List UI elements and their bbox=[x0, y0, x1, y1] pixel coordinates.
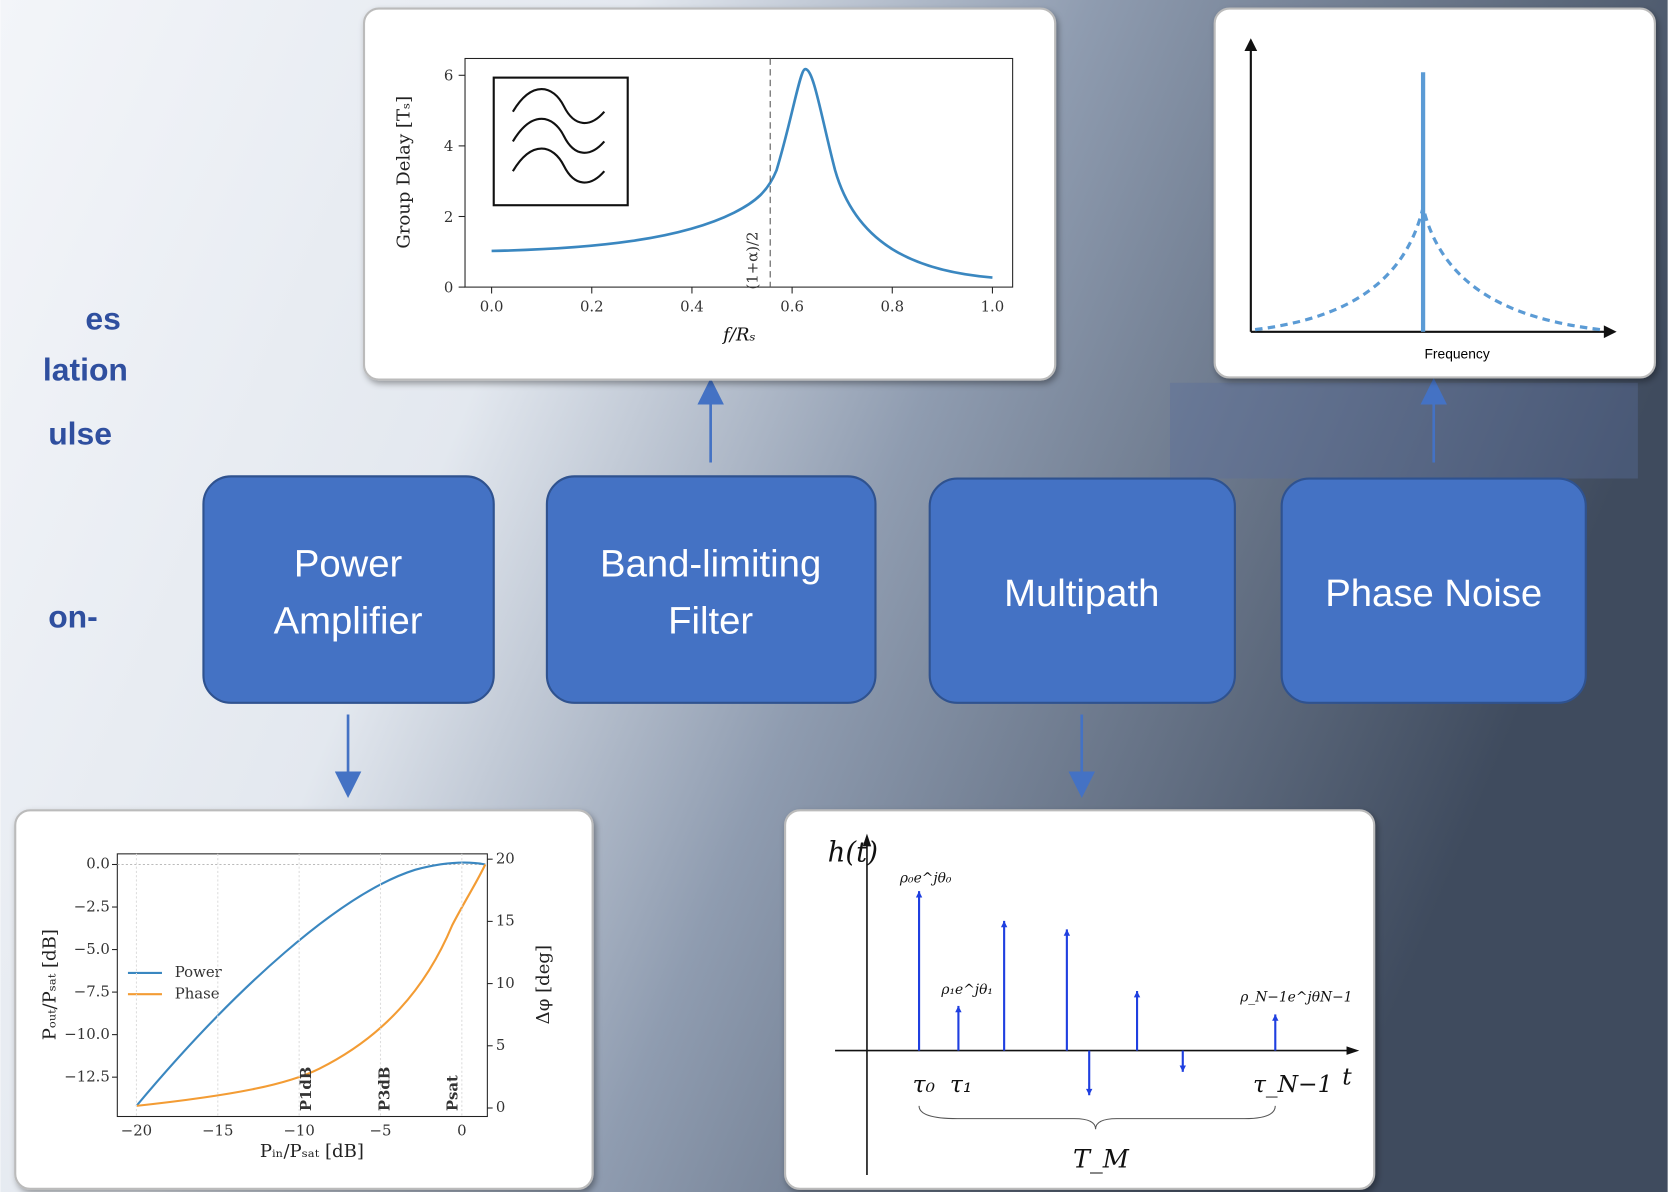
marker-label: P1dB bbox=[297, 1067, 315, 1112]
side-line: on- bbox=[48, 598, 98, 634]
y2-tick-label: 10 bbox=[496, 974, 515, 992]
y-label: Pₒᵤₜ/Pₛₐₜ [dB] bbox=[40, 929, 61, 1040]
y-tick-label: −2.5 bbox=[74, 897, 110, 915]
x-tick-label: 0.2 bbox=[580, 298, 604, 316]
panel bbox=[364, 9, 1055, 380]
x-tick-label: 0.4 bbox=[680, 298, 704, 316]
slide: es lation ulse on- Power Amplifier Band-… bbox=[0, 0, 1668, 1192]
span-label: T_M bbox=[1073, 1145, 1130, 1175]
legend-entry: Phase bbox=[175, 984, 220, 1002]
y-tick-label: 4 bbox=[444, 137, 453, 155]
gain-label: ρ₀e^jθ₀ bbox=[899, 871, 952, 887]
marker-label: P3dB bbox=[376, 1067, 394, 1112]
y2-tick-label: 5 bbox=[496, 1036, 505, 1054]
y2-tick-label: 20 bbox=[496, 849, 515, 867]
block-label: Band-limiting bbox=[600, 542, 821, 585]
x-tick-label: −20 bbox=[121, 1122, 152, 1140]
block bbox=[203, 476, 493, 702]
page: es lation ulse on- Power Amplifier Band-… bbox=[0, 0, 1668, 1192]
y-tick-label: −12.5 bbox=[64, 1067, 110, 1085]
y-label: h(t) bbox=[828, 835, 878, 868]
y-tick-label: 2 bbox=[444, 208, 453, 226]
x-label: t bbox=[1342, 1063, 1352, 1091]
side-line: lation bbox=[43, 352, 128, 388]
y-label: Group Delay [Tₛ] bbox=[394, 96, 415, 249]
tap-label: τ₁ bbox=[950, 1070, 972, 1098]
x-tick-label: 0.0 bbox=[480, 298, 504, 316]
block-label: Amplifier bbox=[274, 600, 423, 643]
y2-label: Δφ [deg] bbox=[533, 945, 554, 1024]
marker-label: Psat bbox=[444, 1075, 462, 1111]
block-label: Filter bbox=[668, 600, 753, 643]
legend-entry: Power bbox=[175, 963, 223, 981]
marker-label: (1+α)/2 bbox=[743, 231, 761, 289]
tap-label: τ_N−1 bbox=[1253, 1070, 1333, 1098]
x-label: f/Rₛ bbox=[721, 324, 755, 345]
satellite-panel bbox=[1170, 383, 1638, 479]
x-tick-label: 0.8 bbox=[880, 298, 904, 316]
x-tick-label: −15 bbox=[202, 1122, 233, 1140]
side-line: ulse bbox=[48, 415, 112, 451]
y-tick-label: 0 bbox=[444, 278, 453, 296]
side-line: es bbox=[85, 301, 120, 337]
x-tick-label: 0.6 bbox=[780, 298, 804, 316]
block-label: Power bbox=[294, 542, 403, 585]
x-tick-label: −5 bbox=[370, 1122, 392, 1140]
multipath-panel: h(t) t T_M τ₀ τ₁ τ_N−1 ρ₀e^jθ₀ ρ₁e^jθ₁ ρ… bbox=[785, 810, 1374, 1189]
phase-noise-panel: Frequency bbox=[1215, 9, 1655, 378]
y-tick-label: −7.5 bbox=[74, 982, 110, 1000]
y-tick-label: −10.0 bbox=[64, 1025, 110, 1043]
y-tick-label: 0.0 bbox=[86, 855, 110, 873]
x-tick-label: 1.0 bbox=[981, 298, 1005, 316]
y2-tick-label: 0 bbox=[496, 1098, 505, 1116]
pa-panel: Power Phase Pₒᵤₜ/Pₛₐₜ [dB] Δφ [deg] Pᵢₙ/… bbox=[15, 810, 592, 1189]
block-label: Multipath bbox=[1004, 572, 1159, 615]
group-delay-panel: (1+α)/2 Group Delay [Tₛ] f/Rₛ 0.0 0.2 0.4 0… bbox=[364, 9, 1055, 380]
block-label: Phase Noise bbox=[1325, 572, 1542, 615]
tap-label: τ₀ bbox=[913, 1070, 936, 1098]
gain-label: ρ₁e^jθ₁ bbox=[940, 982, 993, 998]
block bbox=[547, 476, 876, 702]
y2-tick-label: 15 bbox=[496, 912, 515, 930]
x-label: Pᵢₙ/Pₛₐₜ [dB] bbox=[260, 1141, 364, 1162]
y-tick-label: −5.0 bbox=[74, 940, 110, 958]
x-label: Frequency bbox=[1424, 345, 1489, 361]
x-tick-label: 0 bbox=[457, 1122, 466, 1140]
panel bbox=[1215, 9, 1655, 378]
gain-label: ρ_N−1e^jθN−1 bbox=[1239, 990, 1352, 1006]
x-tick-label: −10 bbox=[283, 1122, 314, 1140]
y-tick-label: 6 bbox=[444, 67, 453, 85]
